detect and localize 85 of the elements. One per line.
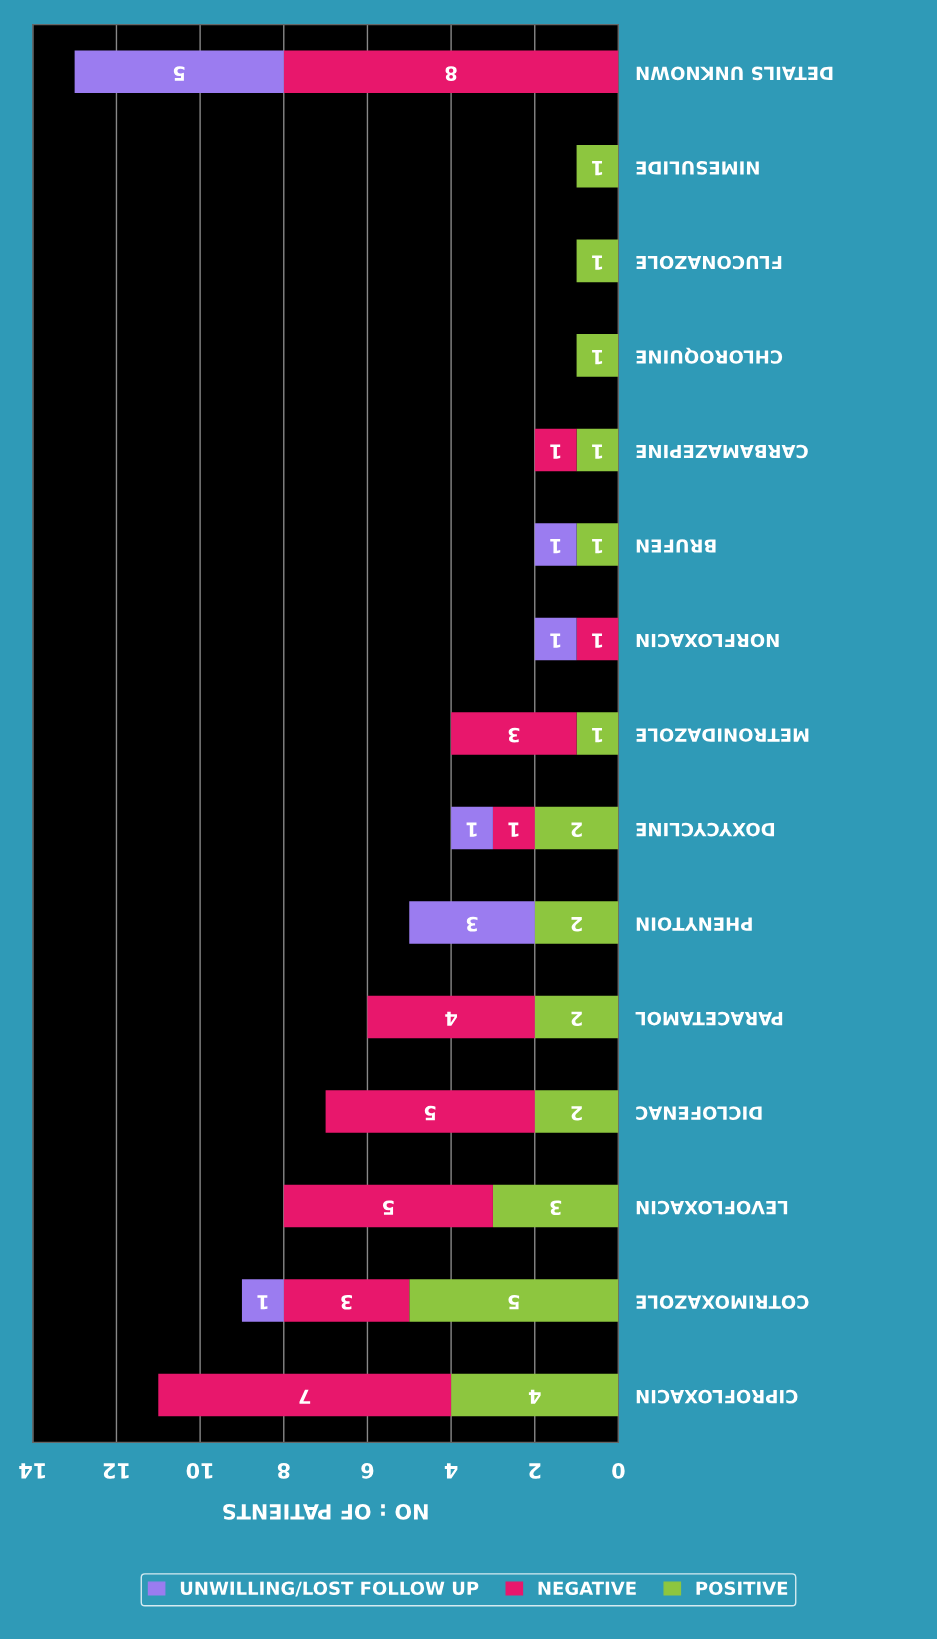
data-label: 2 (571, 917, 582, 932)
data-label: 1 (592, 444, 603, 459)
bar (534, 806, 619, 850)
data-label: 1 (592, 160, 603, 176)
bar (576, 428, 619, 472)
bar (409, 901, 535, 944)
x-tick-label: 6 (361, 1463, 374, 1479)
bar (451, 1373, 619, 1417)
bar (283, 1279, 410, 1322)
bar (534, 428, 577, 472)
bar (409, 1279, 619, 1322)
y-tick-label: DOXYCYCLINE (636, 822, 775, 837)
bar (576, 334, 619, 377)
x-tick-label: 2 (529, 1463, 541, 1479)
bar (534, 1090, 619, 1133)
x-tick-label: 8 (277, 1463, 290, 1479)
bar (492, 806, 535, 850)
data-label: 5 (382, 1200, 394, 1215)
bar (576, 239, 619, 283)
x-tick-label: 4 (444, 1463, 458, 1479)
bar (283, 1184, 493, 1228)
y-tick-label: DETAILS UNKNOWN (636, 66, 833, 81)
legend-label: POSITIVE (696, 1581, 788, 1596)
y-tick-label: PHENYTOIN (636, 917, 752, 931)
bar (534, 901, 619, 944)
y-tick-label: METRONIDAZOLE (636, 728, 809, 742)
bar (74, 50, 284, 94)
data-label: 8 (445, 66, 457, 81)
data-label: 4 (445, 1011, 457, 1026)
y-tick-label: NIMESULIDE (636, 161, 759, 175)
y-tick-label: LEVOFLOXACIN (636, 1200, 788, 1215)
y-tick-label: CHLOROQUINE (636, 347, 783, 364)
data-label: 5 (508, 1294, 520, 1310)
data-label: 3 (466, 916, 478, 932)
data-label: 5 (173, 66, 185, 81)
data-label: 1 (550, 633, 561, 648)
bar (325, 1090, 535, 1133)
data-label: 1 (508, 822, 519, 837)
data-label: 1 (550, 444, 561, 459)
x-axis-title: NO : OF PATIENTS (223, 1504, 428, 1520)
y-tick-label: CARBAMAZEPINE (636, 444, 808, 459)
data-label: 2 (571, 822, 582, 838)
y-tick-label: CIPROFLOXACIN (636, 1389, 798, 1404)
data-label: 7 (299, 1389, 311, 1404)
data-label: 1 (592, 255, 603, 270)
bar (451, 712, 577, 755)
bar (576, 617, 619, 661)
bar (576, 145, 619, 188)
bar (241, 1279, 284, 1322)
x-tick-label: 14 (19, 1463, 45, 1479)
bar (492, 1184, 619, 1228)
legend-label: UNWILLING/LOST FOLLOW UP (180, 1581, 479, 1597)
data-label: 1 (466, 822, 477, 837)
bar (534, 617, 577, 661)
x-tick-label: 0 (612, 1463, 625, 1479)
y-tick-label: COTRIMOXAZOLE (636, 1295, 809, 1309)
bar (451, 806, 493, 850)
data-label: 1 (592, 633, 603, 648)
x-tick-label: 10 (186, 1463, 213, 1479)
data-label: 4 (528, 1389, 541, 1404)
data-label: 1 (257, 1295, 268, 1310)
data-label: 1 (592, 350, 603, 365)
y-tick-label: FLUCONAZOLE (636, 255, 782, 270)
data-label: 2 (571, 1106, 582, 1121)
x-tick-label: 12 (103, 1463, 129, 1479)
y-tick-label: PARACETAMOL (635, 1011, 783, 1026)
y-tick-label: BRUFEN (636, 539, 716, 553)
bar (576, 523, 619, 566)
y-tick-label: DICLOFENAC (636, 1106, 762, 1120)
bar (283, 50, 619, 94)
data-label: 1 (592, 539, 603, 554)
data-label: 3 (341, 1294, 352, 1310)
bar (367, 995, 535, 1039)
bar (576, 712, 619, 755)
data-label: 1 (592, 728, 603, 743)
data-label: 3 (550, 1200, 562, 1216)
bar (534, 523, 577, 566)
data-label: 2 (571, 1011, 582, 1027)
data-label: 1 (550, 539, 561, 554)
legend-label: NEGATIVE (538, 1581, 636, 1596)
data-label: 5 (424, 1105, 436, 1121)
data-label: 3 (508, 727, 520, 743)
bar (158, 1373, 452, 1417)
y-tick-label: NORFLOXACIN (636, 633, 779, 648)
bar (534, 995, 619, 1039)
